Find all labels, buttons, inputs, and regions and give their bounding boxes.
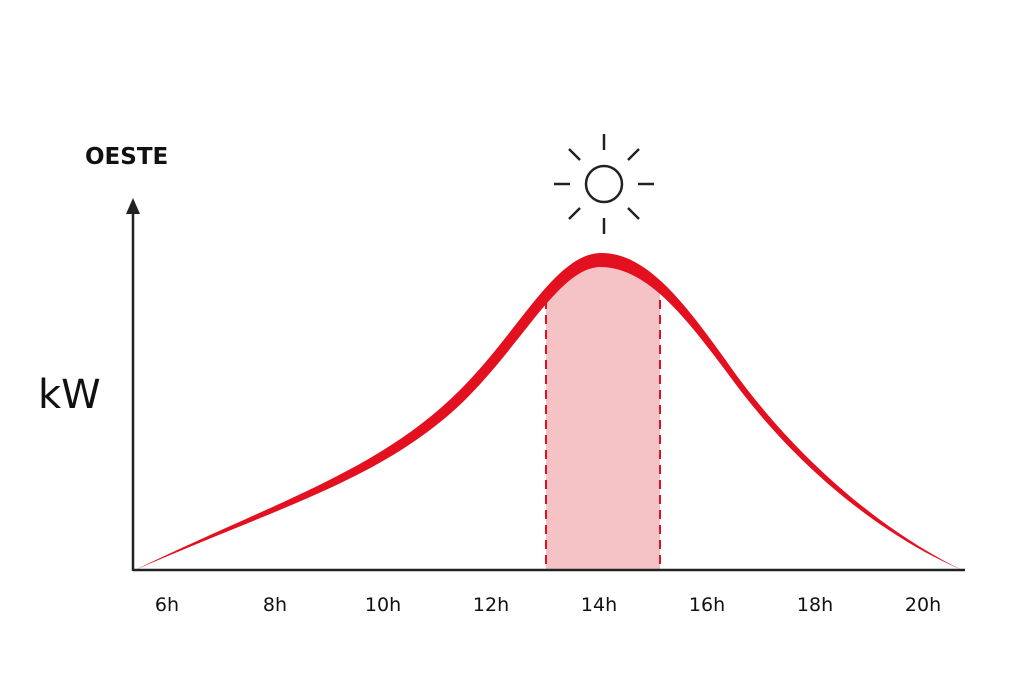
x-label: 6h (155, 594, 179, 616)
x-label: 18h (797, 594, 833, 616)
y-axis-label: kW (38, 372, 101, 418)
sun-icon (554, 134, 654, 234)
x-label: 12h (473, 594, 509, 616)
y-axis-arrow (126, 198, 140, 214)
x-label: 16h (689, 594, 725, 616)
x-labels: 6h 8h 10h 12h 14h 16h 18h 20h (155, 594, 941, 616)
x-label: 14h (581, 594, 617, 616)
highlight-region (546, 252, 660, 570)
title: OESTE (85, 144, 168, 170)
x-label: 10h (365, 594, 401, 616)
x-label: 8h (263, 594, 287, 616)
x-label: 20h (905, 594, 941, 616)
